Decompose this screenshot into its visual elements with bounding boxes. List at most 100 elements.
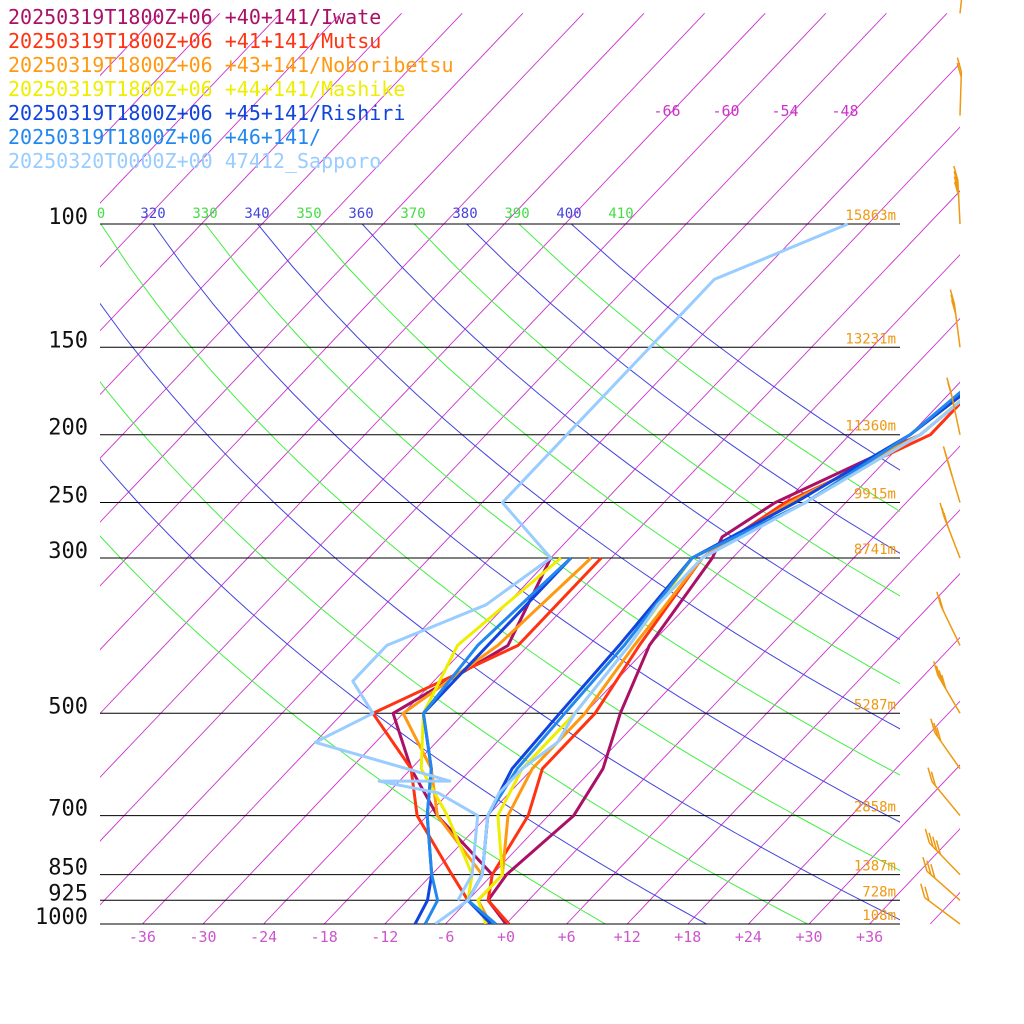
isotherm-line — [100, 12, 584, 523]
isotherm-line — [991, 13, 1024, 924]
wind-barb-shaft — [924, 897, 961, 925]
wind-barb-flag — [928, 832, 934, 847]
theta-label: 370 — [400, 206, 425, 222]
isotherm-line — [100, 12, 402, 332]
theta-label: 380 — [452, 206, 477, 222]
wind-barb-flag — [933, 722, 939, 738]
pressure-label: 150 — [48, 328, 88, 353]
height-label: 8741m — [854, 542, 896, 558]
wind-barb-flag — [936, 591, 942, 607]
dewpoint-line — [313, 222, 849, 902]
temperature-tick-label: +30 — [795, 928, 822, 946]
isotherm-line — [566, 509, 960, 924]
isotherm-line — [100, 12, 281, 204]
wind-barb-flag — [938, 596, 944, 611]
wind-barb-flag — [947, 382, 953, 398]
height-label: 2858m — [854, 800, 896, 816]
height-label: 13231m — [845, 331, 896, 347]
wind-barb-flag — [953, 171, 959, 186]
wind-barb-flag — [930, 771, 937, 786]
upper-isotherm-label: -48 — [831, 102, 858, 120]
wind-barb-shaft — [940, 605, 961, 646]
wind-barb-shaft — [937, 674, 961, 714]
wind-barb-flag — [943, 512, 949, 528]
isotherm-line — [100, 12, 948, 906]
upper-isotherm-label: -54 — [771, 102, 798, 120]
height-label: 108m — [862, 908, 896, 924]
wind-barb-shaft — [959, 71, 963, 116]
wind-barb-flag — [956, 57, 963, 72]
wind-barb-flag — [924, 828, 931, 844]
wind-barb — [939, 502, 961, 559]
wind-barb-flag — [950, 294, 956, 310]
isotherm-line — [687, 636, 960, 924]
height-label: 728m — [862, 884, 896, 900]
theta-label: 350 — [296, 206, 321, 222]
height-label: 9915m — [854, 487, 896, 503]
theta-label: 340 — [244, 206, 269, 222]
isotherm-line — [142, 62, 960, 924]
wind-barb-flag — [956, 62, 962, 78]
pressure-label: 850 — [48, 856, 88, 881]
temperature-tick-label: -6 — [436, 928, 454, 946]
theta-label: 0 — [97, 206, 105, 222]
temperature-tick-label: +0 — [497, 928, 515, 946]
wind-barbs — [920, 0, 963, 925]
wind-barb-flag — [924, 886, 930, 902]
pressure-label: 500 — [48, 694, 88, 719]
isotherm-line — [748, 700, 960, 924]
isotherm-line — [100, 12, 463, 396]
legend-entry: 20250320T0000Z+00 47412_Sapporo — [8, 149, 381, 173]
isotherm-line — [323, 254, 960, 924]
theta-label: 390 — [504, 206, 529, 222]
wind-barb-shaft — [957, 180, 961, 225]
isotherm-line — [100, 12, 524, 459]
wind-barb — [959, 0, 963, 14]
dry-adiabat-line — [466, 224, 900, 554]
isotherm-line — [869, 828, 960, 924]
wind-barb — [930, 718, 961, 770]
wind-barb — [953, 165, 961, 225]
wind-barb-flag — [933, 661, 939, 676]
wind-barb — [946, 377, 961, 435]
isotherm-line — [100, 12, 342, 268]
legend-entry: 20250319T1800Z+06 +45+141/Rishiri — [8, 101, 405, 125]
isotherm-line — [100, 12, 887, 842]
axis-labels: 100 15863m 150 13231m 200 11360m 250 9915m 300 87… — [35, 102, 896, 946]
wind-barb — [924, 828, 961, 876]
wind-barb — [956, 57, 963, 116]
wind-barb-shaft — [959, 0, 963, 14]
wind-barb-flag — [941, 674, 947, 690]
wind-barb — [922, 857, 961, 901]
isotherm-lines — [100, 12, 1024, 924]
legend-entry: 20250319T1800Z+06 +46+141/ — [8, 125, 321, 149]
wind-barb-shaft — [931, 781, 961, 817]
dry-adiabat-line — [518, 224, 900, 512]
wind-barb-flag — [953, 181, 960, 197]
theta-label: 360 — [348, 206, 373, 222]
legend-entry: 20250319T1800Z+06 +44+141/Mashike — [8, 77, 405, 101]
temperature-tick-label: -18 — [311, 928, 338, 946]
dry-adiabat-lines — [100, 224, 900, 924]
wind-barb-flag — [926, 860, 932, 875]
isotherm-line — [929, 891, 960, 924]
wind-barb-flag — [953, 165, 959, 181]
height-label: 5287m — [854, 697, 896, 713]
wind-barb-flag — [930, 864, 936, 879]
wind-barb — [949, 289, 961, 348]
temperature-tick-label: -12 — [371, 928, 398, 946]
temperature-tick-label: +12 — [614, 928, 641, 946]
isotherm-line — [808, 764, 960, 924]
pressure-label: 925 — [48, 881, 88, 906]
wind-barb-flag — [932, 836, 938, 851]
theta-label: 330 — [192, 206, 217, 222]
sounding-series — [313, 222, 960, 924]
wind-barb-shaft — [926, 870, 961, 901]
legend-entry: 20250319T1800Z+06 +41+141/Mutsu — [8, 29, 381, 53]
upper-isotherm-label: -66 — [653, 102, 680, 120]
dry-adiabat-line — [361, 224, 900, 640]
isotherm-line — [505, 445, 960, 924]
wind-barb-shaft — [928, 842, 961, 876]
wind-barb-flag — [938, 670, 944, 685]
